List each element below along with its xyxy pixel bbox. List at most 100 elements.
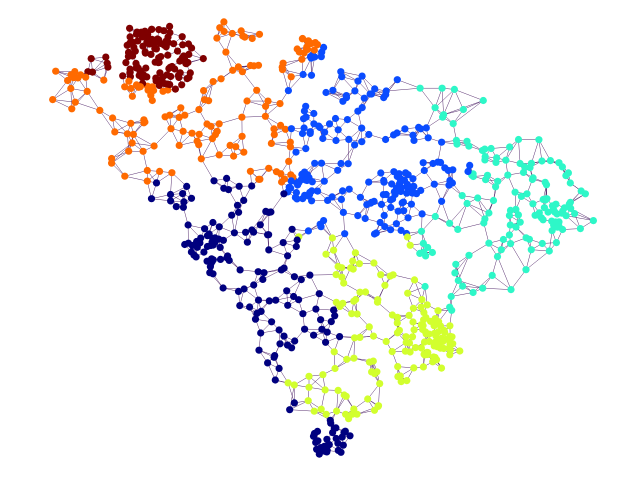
graph-edge [86,91,101,111]
graph-node-district-2 [68,105,76,113]
graph-node-district-3 [341,230,349,238]
graph-node-district-5 [305,383,313,391]
graph-edge [458,255,470,281]
graph-node-district-5 [370,259,378,267]
graph-node-district-5 [310,407,318,415]
graph-node-district-6 [293,236,301,244]
graph-node-district-2 [232,143,240,151]
graph-node-district-4 [542,181,551,189]
graph-node-district-3 [339,208,347,216]
graph-node-district-5 [394,373,402,381]
graph-node-district-4 [417,227,426,235]
graph-node-district-5 [349,257,357,265]
graph-node-district-6 [332,424,340,432]
graph-node-district-2 [281,125,289,133]
graph-node-district-3 [399,198,407,206]
graph-node-district-5 [290,381,298,389]
graph-node-district-5 [331,364,339,373]
graph-edge [251,211,267,231]
graph-node-district-6 [336,333,344,341]
graph-node-district-6 [256,221,264,229]
graph-node-district-6 [312,305,320,313]
graph-node-district-3 [466,161,474,169]
graph-node-district-2 [156,167,164,175]
graph-node-district-6 [234,287,243,295]
graph-node-district-5 [411,344,420,352]
graph-node-district-3 [287,177,295,185]
graph-node-district-4 [428,248,436,257]
graph-node-district-5 [410,326,418,334]
graph-node-district-5 [322,250,330,258]
graph-node-district-5 [382,337,390,346]
graph-node-district-6 [313,427,322,435]
graph-node-district-2 [215,151,223,159]
graph-node-district-4 [529,200,537,208]
graph-node-district-2 [243,97,251,105]
graph-edge [242,71,257,91]
graph-node-district-3 [377,200,386,208]
graph-node-district-2 [313,41,322,49]
graph-edge [497,256,512,290]
graph-node-district-4 [452,260,460,268]
graph-node-district-3 [430,180,438,188]
graph-node-district-4 [454,276,462,285]
graph-edge [510,269,527,290]
graph-node-district-4 [474,194,482,202]
graph-node-district-3 [310,109,318,118]
graph-node-district-1 [178,81,186,89]
graph-node-district-2 [175,113,183,121]
graph-node-district-4 [483,171,492,179]
graph-node-district-3 [392,220,400,228]
graph-node-district-2 [293,45,301,53]
graph-node-district-4 [481,153,489,161]
graph-node-district-2 [278,178,286,186]
graph-node-district-5 [440,344,448,353]
graph-node-district-1 [142,64,150,72]
graph-node-district-4 [565,200,573,208]
graph-node-district-5 [338,273,346,281]
graph-node-district-1 [134,64,142,72]
graph-node-district-5 [420,338,429,346]
graph-node-district-6 [224,252,232,260]
graph-node-district-3 [404,214,412,222]
graph-node-district-5 [417,344,425,352]
graph-node-district-6 [346,432,354,440]
graph-node-district-5 [305,372,313,380]
graph-node-district-6 [188,241,196,250]
graph-node-district-5 [340,391,348,399]
graph-node-district-4 [514,135,523,144]
graph-node-district-4 [450,85,458,93]
graph-node-district-2 [125,147,133,155]
graph-node-district-3 [320,43,328,52]
graph-node-district-2 [123,130,131,138]
graph-edge [393,274,415,281]
graph-node-district-6 [280,264,288,272]
graph-node-district-2 [222,48,230,56]
graph-node-district-5 [409,318,417,326]
graph-edge [241,116,266,118]
graph-node-district-4 [589,217,598,225]
graph-node-district-2 [127,84,135,92]
graph-node-district-5 [332,298,340,306]
graph-node-district-3 [317,159,326,167]
graph-node-district-3 [387,226,395,234]
graph-node-district-2 [139,147,147,155]
graph-node-district-1 [129,52,137,60]
graph-node-district-5 [351,249,359,257]
graph-node-district-3 [360,94,368,102]
graph-edge [112,117,128,134]
graph-node-district-4 [458,192,466,200]
graph-node-district-3 [382,135,390,144]
graph-node-district-6 [251,315,260,323]
graph-node-district-6 [240,285,248,293]
graph-node-district-4 [516,218,524,226]
graph-node-district-3 [358,72,366,80]
graph-node-district-4 [469,288,477,297]
graph-node-district-1 [156,39,164,48]
graph-node-district-3 [409,131,417,139]
graph-node-district-1 [157,53,165,61]
graph-node-district-6 [337,448,345,456]
graph-node-district-6 [260,269,268,277]
graph-node-district-5 [419,321,427,330]
graph-node-district-2 [148,83,156,91]
